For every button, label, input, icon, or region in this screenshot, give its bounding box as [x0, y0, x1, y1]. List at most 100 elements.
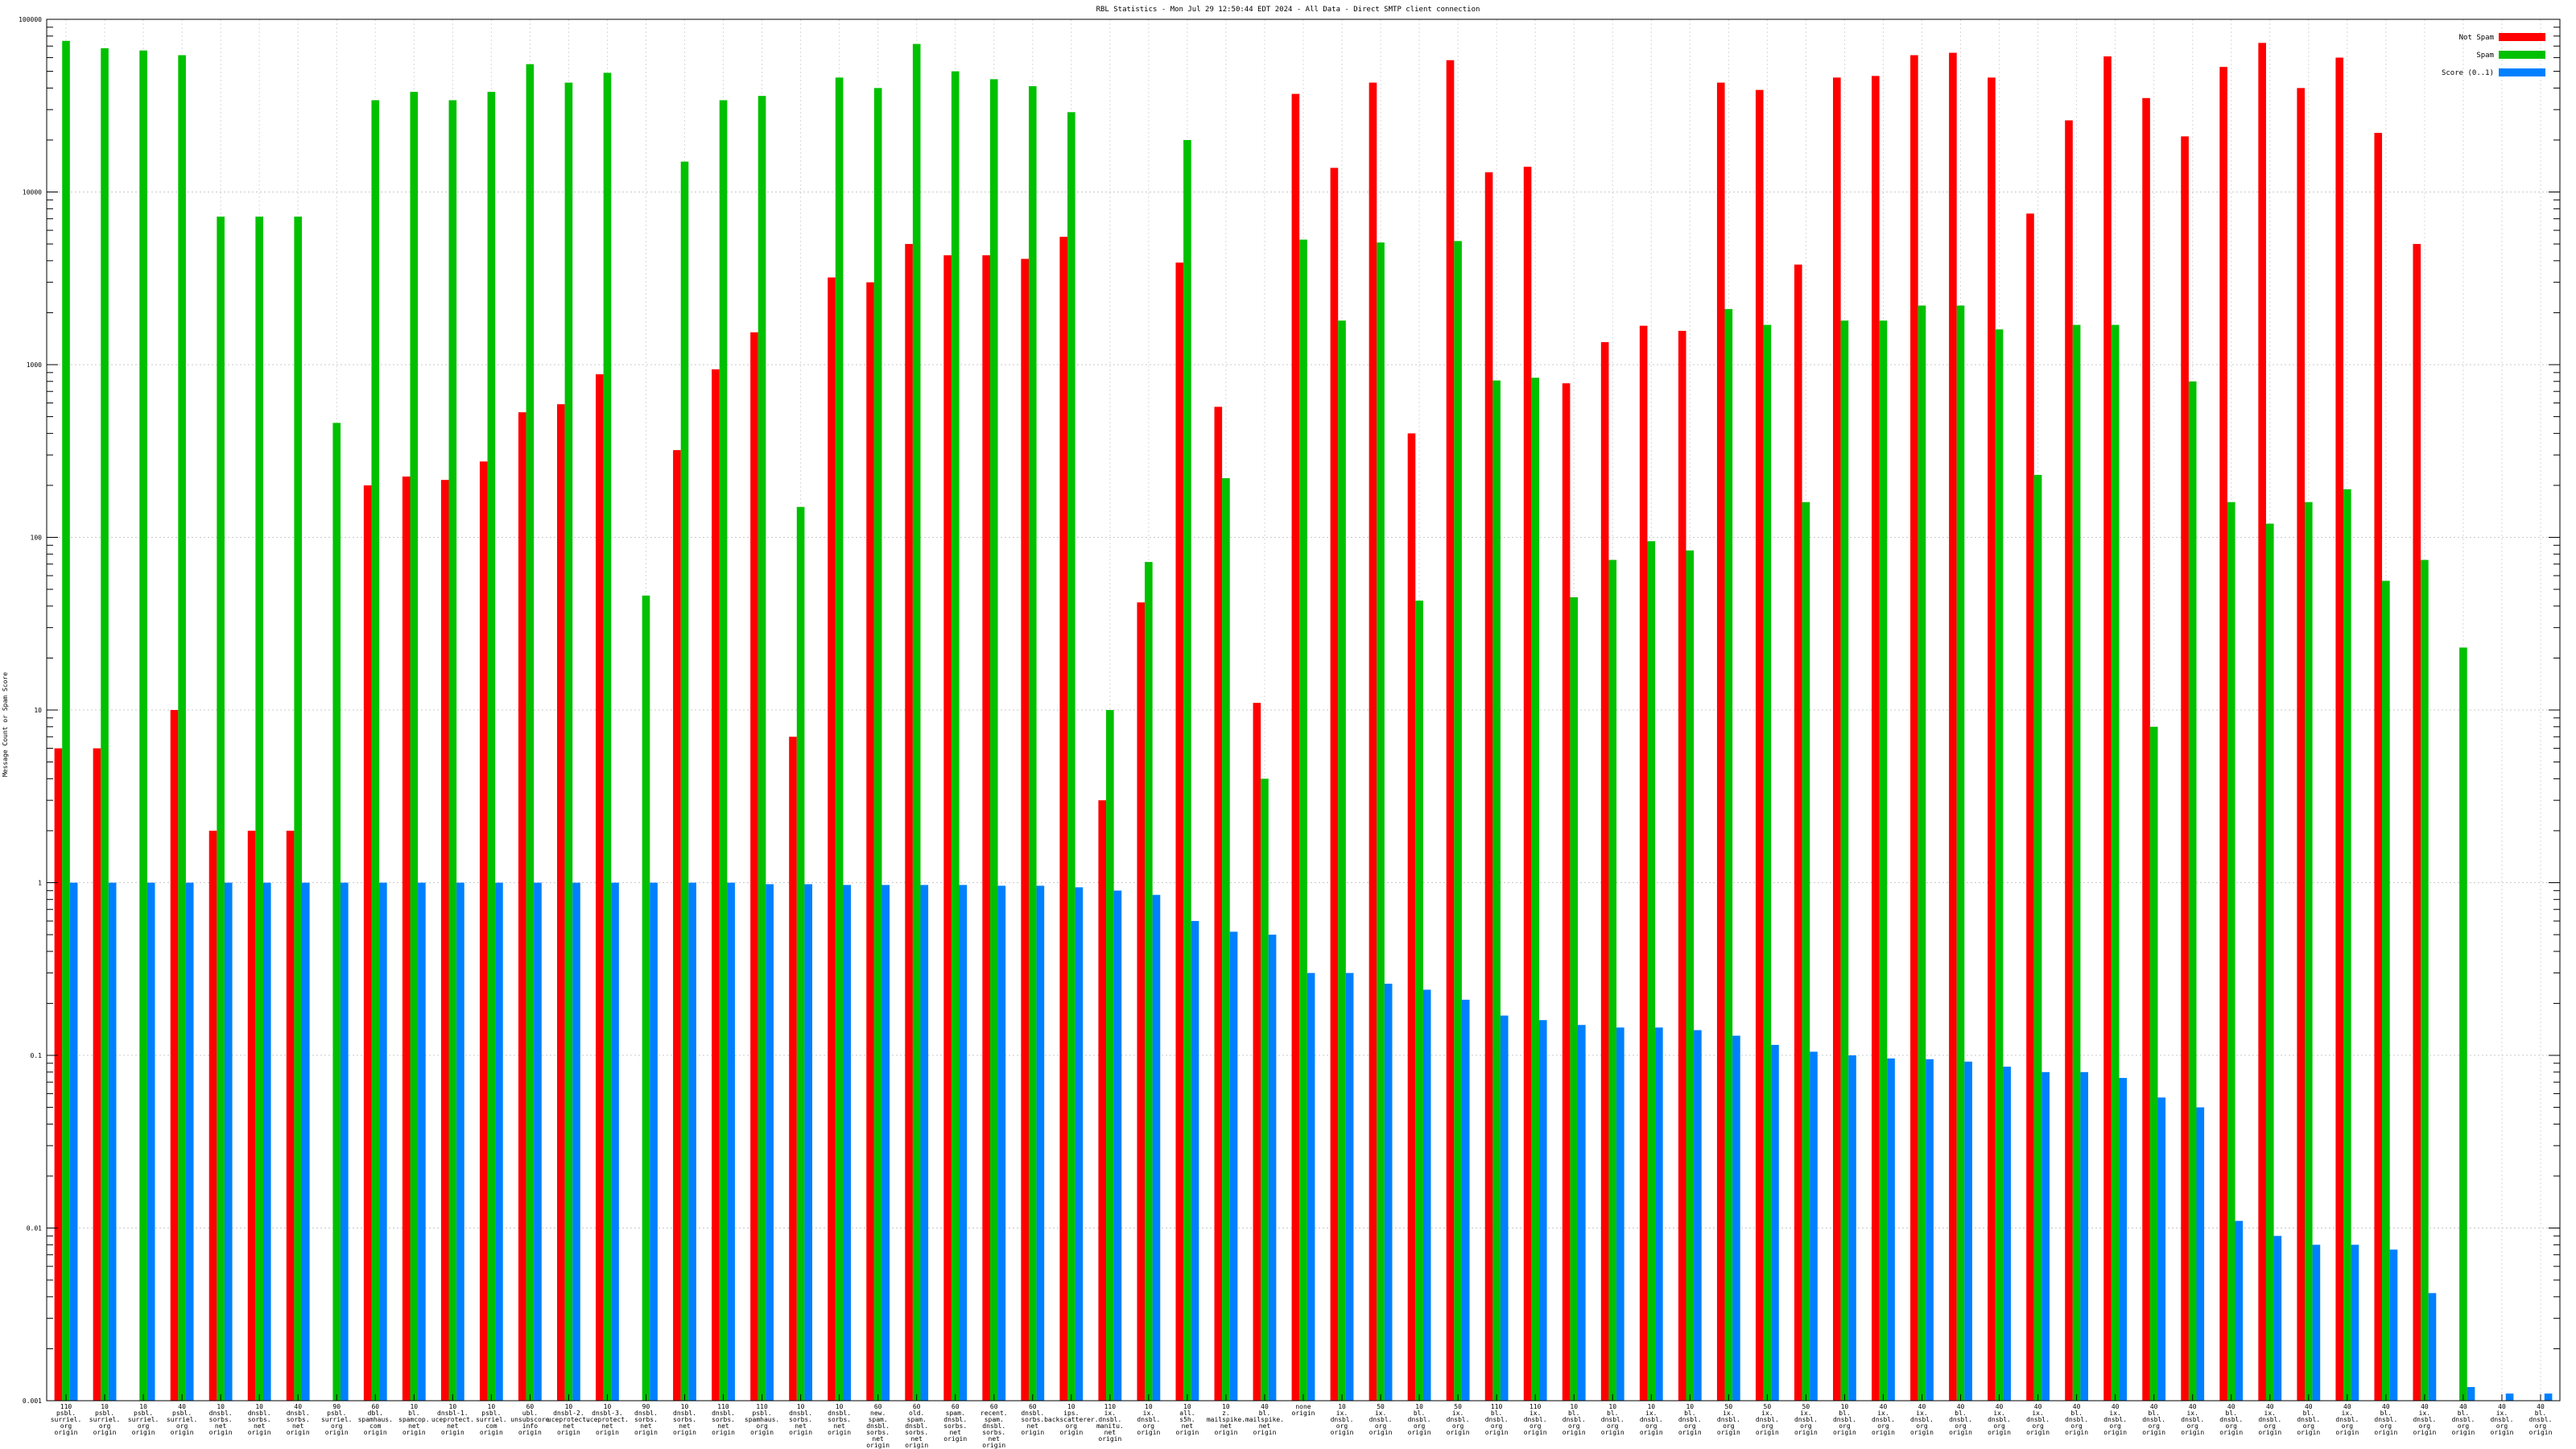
bar-spam [989, 79, 998, 1402]
x-tick-label: psbl. [481, 1410, 501, 1417]
x-tick-label: origin [2491, 1429, 2514, 1436]
bar-not-spam [2413, 244, 2421, 1401]
bar-spam [1763, 324, 1772, 1401]
x-tick-label: unsubscore [510, 1416, 549, 1423]
x-tick-label: dnsbl. [2219, 1416, 2243, 1423]
bar-not-spam [2297, 88, 2305, 1401]
bar-score [2119, 1078, 2128, 1401]
bar-not-spam [2181, 136, 2189, 1402]
x-tick-label: psbl. [753, 1410, 772, 1417]
x-tick-label: net [679, 1422, 691, 1430]
x-tick-label: dnsbl. [2451, 1416, 2475, 1423]
x-tick-label: org [2380, 1422, 2392, 1430]
x-tick-label: bl. [1259, 1410, 1270, 1417]
x-tick-label: org [2419, 1422, 2431, 1430]
x-tick-label: origin [1988, 1429, 2011, 1436]
x-tick-label: dnsbl. [789, 1410, 812, 1417]
x-tick-label: dnsbl. [1910, 1416, 1934, 1423]
x-tick-label: dnsbl. [287, 1410, 310, 1417]
bar-score [224, 882, 233, 1401]
x-tick-label: dnsbl. [209, 1410, 233, 1417]
bar-not-spam [286, 830, 295, 1401]
x-tick-label: 10 [1647, 1403, 1655, 1410]
bar-not-spam [1794, 264, 1802, 1401]
x-tick-label: org [1568, 1422, 1580, 1430]
x-tick-label: ix. [2109, 1410, 2120, 1417]
bar-not-spam [1678, 330, 1686, 1402]
x-tick-label: origin [943, 1435, 967, 1443]
x-tick-label: 10 [1222, 1403, 1230, 1410]
x-tick-label: origin [248, 1429, 271, 1436]
x-tick-label: sorbs. [712, 1416, 735, 1423]
x-tick-label: org [1607, 1422, 1619, 1430]
bar-score [1113, 890, 1122, 1401]
bar-spam [2111, 324, 2120, 1401]
x-tick-label: org [2109, 1422, 2121, 1430]
bar-score [611, 882, 619, 1401]
bar-score [1578, 1025, 1586, 1401]
bar-spam [1067, 112, 1075, 1401]
x-tick-label: new. [870, 1410, 886, 1417]
x-tick-label: bl. [2148, 1410, 2159, 1417]
x-tick-label: org [1452, 1422, 1464, 1430]
x-tick-label: origin [287, 1429, 310, 1436]
x-tick-label: sorbs. [789, 1416, 812, 1423]
x-tick-label: bl. [408, 1410, 419, 1417]
x-tick-label: surriel. [51, 1416, 82, 1423]
x-tick-label: net [795, 1422, 807, 1430]
bar-spam [487, 92, 496, 1401]
x-tick-label: org [2226, 1422, 2238, 1430]
x-tick-label: 40 [1880, 1403, 1888, 1410]
y-tick-label: 1000 [27, 361, 42, 369]
x-tick-label: org [1066, 1422, 1078, 1430]
legend-swatch [2499, 51, 2545, 59]
bar-score [1422, 989, 1431, 1401]
x-tick-label: z. [1222, 1410, 1230, 1417]
bar-spam [332, 423, 341, 1402]
x-tick-label: 10 [1570, 1403, 1578, 1410]
x-tick-label: sorbs. [943, 1422, 967, 1430]
x-tick-label: manitu. [1096, 1422, 1124, 1430]
bar-not-spam [1137, 602, 1146, 1401]
x-tick-label: dnsbl. [1949, 1416, 1972, 1423]
x-tick-label: 10 [1338, 1403, 1346, 1410]
x-tick-label: 40 [1996, 1403, 2004, 1410]
y-axis-label: Message Count or Spam Score [2, 672, 9, 777]
bar-spam [526, 64, 535, 1402]
x-tick-label: 40 [1918, 1403, 1926, 1410]
x-tick-label: psbl. [172, 1410, 192, 1417]
x-tick-label: ix. [1336, 1410, 1348, 1417]
bar-not-spam [750, 332, 758, 1401]
x-tick-label: uceprotect. [586, 1416, 629, 1423]
bar-score [2196, 1107, 2205, 1401]
x-tick-label: org [2458, 1422, 2470, 1430]
bar-not-spam [1214, 407, 1223, 1401]
x-tick-label: net [254, 1422, 266, 1430]
bar-score [379, 882, 387, 1401]
bar-not-spam [1910, 55, 1918, 1401]
bar-not-spam [789, 737, 797, 1401]
x-tick-label: org [1993, 1422, 2005, 1430]
x-tick-label: net [949, 1429, 961, 1436]
x-tick-label: 10 [836, 1403, 844, 1410]
x-tick-label: 40 [2498, 1403, 2506, 1410]
bar-score [2235, 1220, 2244, 1401]
legend: Not Spam Spam Score (0..1) [2442, 33, 2545, 77]
x-tick-label: spamcop. [398, 1416, 430, 1423]
y-tick-label: 100 [31, 535, 43, 542]
x-tick-label: origin [1098, 1435, 1121, 1443]
x-tick-label: ix. [1143, 1410, 1154, 1417]
bar-score [185, 882, 194, 1401]
x-tick-label: origin [1214, 1429, 1237, 1436]
x-tick-label: 40 [2150, 1403, 2158, 1410]
x-tick-label: org [756, 1422, 768, 1430]
x-tick-label: sorbs. [673, 1416, 696, 1423]
x-tick-label: bl. [1568, 1410, 1579, 1417]
bar-score [1887, 1058, 1895, 1401]
bar-spam [178, 55, 186, 1401]
bar-spam [951, 71, 960, 1402]
x-tick-label: dnsbl. [1447, 1416, 1470, 1423]
bar-spam [912, 43, 921, 1402]
x-tick-label: origin [596, 1429, 619, 1436]
x-tick-label: origin [712, 1429, 735, 1436]
